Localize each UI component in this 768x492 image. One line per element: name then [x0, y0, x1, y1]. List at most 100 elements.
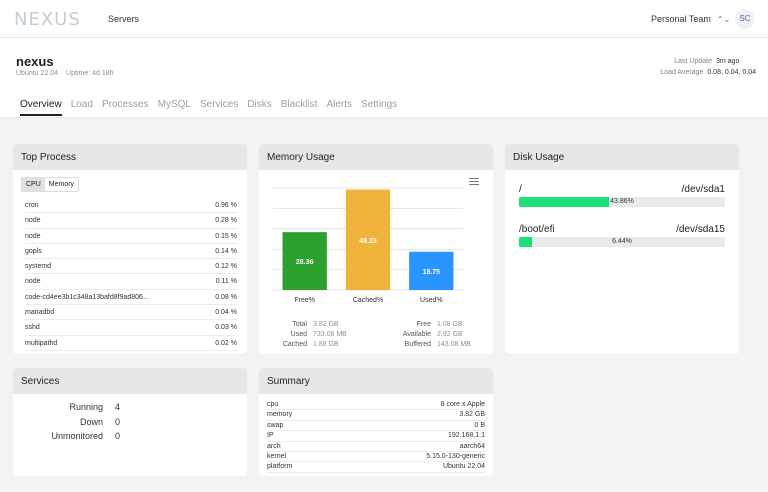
table-row: multipathd 0.02 % — [25, 336, 237, 351]
process-value: 0.11 % — [215, 278, 237, 286]
process-name: code-cd4ee3b1c348a13bafd8f9ad806... — [25, 293, 149, 301]
process-list: cron 0.96 % node 0.28 % node 0.15 % gopls 0.… — [25, 198, 237, 351]
disk-percent-label: 43.86% — [610, 198, 634, 205]
table-row: systemd 0.12 % — [25, 259, 237, 275]
process-value: 0.14 % — [215, 247, 237, 255]
table-row: sshd 0.03 % — [25, 320, 237, 336]
process-name: sshd — [25, 324, 40, 332]
process-value: 0.08 % — [215, 293, 237, 301]
process-value: 0.15 % — [215, 232, 237, 240]
hamburger-menu-icon[interactable] — [469, 178, 479, 185]
disk-item: /boot/efi/dev/sda15 6.44% — [519, 224, 725, 247]
process-value: 0.96 % — [215, 202, 237, 209]
summary-title: Summary — [259, 368, 493, 394]
tab-mysql[interactable]: MySQL — [157, 99, 191, 110]
tab-settings[interactable]: Settings — [361, 99, 398, 110]
mem-stat-key: Used — [290, 331, 307, 338]
last-update-value: 3m ago — [716, 58, 740, 65]
tab-alerts[interactable]: Alerts — [326, 99, 353, 110]
memory-bar-chart: 28.36 49.23 18.75 Free% Cached% Used% — [273, 187, 463, 304]
summary-key: swap — [267, 421, 284, 429]
summary-value: 3.82 GB — [459, 411, 485, 419]
summary-row: platform Ubuntu 22.04 — [267, 462, 485, 473]
mem-stat-key: Free — [416, 321, 431, 328]
process-value: 0.28 % — [215, 217, 237, 225]
tab-blacklist[interactable]: Blacklist — [280, 99, 318, 110]
server-name: nexus — [16, 54, 54, 69]
process-name: node — [25, 217, 41, 225]
service-status-count: 0 — [115, 431, 121, 441]
service-status-count: 4 — [115, 402, 121, 412]
disk-percent-label: 6.44% — [612, 238, 632, 245]
service-status-count: 0 — [115, 417, 121, 427]
disk-item: / /dev/sda1 43.86% — [519, 184, 725, 207]
service-status-label: Running — [69, 402, 103, 412]
process-name: gopls — [25, 247, 42, 255]
bar-data-label: 18.75 — [423, 269, 441, 276]
process-metric-toggle: CPU Memory — [21, 177, 80, 192]
process-name: cron — [25, 202, 39, 209]
memory-usage-title: Memory Usage — [259, 144, 493, 170]
summary-key: IP — [267, 432, 274, 440]
table-row: node 0.28 % — [25, 213, 237, 229]
bar-used[interactable] — [409, 251, 454, 290]
process-value: 0.04 % — [215, 309, 237, 317]
disk-usage-card: Disk Usage / /dev/sda1 43.86% /boot/efi/d… — [505, 144, 739, 354]
tab-disks[interactable]: Disks — [247, 99, 272, 110]
tab-processes[interactable]: Processes — [101, 99, 149, 110]
services-title: Services — [13, 368, 247, 394]
server-header: nexus Ubuntu 22.04 Uptime: 4d 18h Last Up… — [0, 38, 768, 118]
summary-value: 0 B — [474, 421, 485, 429]
summary-value: 192.168.1.1 — [448, 432, 485, 440]
app-logo[interactable]: NEXUS — [14, 9, 81, 30]
toggle-memory[interactable]: Memory — [48, 181, 75, 188]
disk-progress-bar: 6.44% — [519, 237, 725, 247]
disk-device: /dev/sda1 — [681, 184, 725, 195]
tab-services[interactable]: Services — [199, 99, 239, 110]
summary-key: memory — [267, 411, 293, 419]
summary-row: cpu 8 core x Apple — [267, 400, 485, 411]
disk-usage-title: Disk Usage — [505, 144, 739, 170]
mem-stat-value: 733.06 MB — [313, 331, 347, 338]
disk-progress-bar: 43.86% — [519, 197, 725, 207]
team-switcher[interactable]: Personal Team ⌃⌄ — [651, 14, 730, 24]
process-name: multipathd — [25, 339, 58, 347]
server-tabs: Overview Load Processes MySQL Services D… — [20, 99, 397, 116]
nav-servers-link[interactable]: Servers — [108, 14, 140, 24]
summary-row: IP 192.168.1.1 — [267, 431, 485, 442]
memory-usage-card: Memory Usage 28.36 49.23 18.75 Free% Cached… — [259, 144, 493, 354]
tab-load[interactable]: Load — [70, 99, 93, 110]
top-bar: NEXUS Servers Personal Team ⌃⌄ SC — [0, 0, 768, 38]
category-label: Free% — [294, 297, 315, 304]
tab-overview[interactable]: Overview — [20, 99, 62, 116]
summary-value: 5.15.0-130-generic — [426, 452, 485, 460]
mem-stat-key: Total — [292, 321, 307, 328]
summary-value: aarch64 — [459, 442, 485, 450]
top-process-card: Top Process CPU Memory cron 0.96 % node 0.… — [13, 144, 247, 354]
bar-data-label: 28.36 — [296, 259, 314, 266]
summary-key: platform — [267, 463, 293, 471]
table-row: node 0.15 % — [25, 229, 237, 244]
toggle-cpu[interactable]: CPU — [22, 178, 45, 191]
disk-mount: / — [519, 184, 522, 195]
mem-stat-value: 3.82 GB — [313, 321, 339, 328]
avatar[interactable]: SC — [735, 9, 755, 29]
table-row: cron 0.96 % — [25, 198, 237, 214]
bar-free[interactable] — [282, 232, 327, 290]
mem-stat-value: 143.08 MB — [437, 341, 471, 348]
last-update-label: Last Update — [674, 58, 712, 65]
table-row: node 0.11 % — [25, 274, 237, 290]
summary-list: cpu 8 core x Apple memory 3.82 GB swap 0 B … — [267, 400, 485, 473]
service-status-label: Down — [79, 417, 103, 427]
process-name: systemd — [25, 263, 52, 271]
process-value: 0.02 % — [215, 339, 237, 347]
services-card: Services Running 4 Down 0 Unmonitored 0 — [13, 368, 247, 476]
bar-cached[interactable] — [345, 189, 391, 290]
disk-mount: /boot/efi — [519, 224, 555, 235]
mem-stat-key: Available — [402, 331, 431, 338]
process-name: node — [25, 278, 41, 286]
disk-device: /dev/sda15 — [676, 224, 725, 235]
team-name: Personal Team — [651, 14, 711, 24]
load-average-value: 0.08, 0.04, 0.04 — [707, 69, 756, 76]
top-process-title: Top Process — [13, 144, 247, 170]
